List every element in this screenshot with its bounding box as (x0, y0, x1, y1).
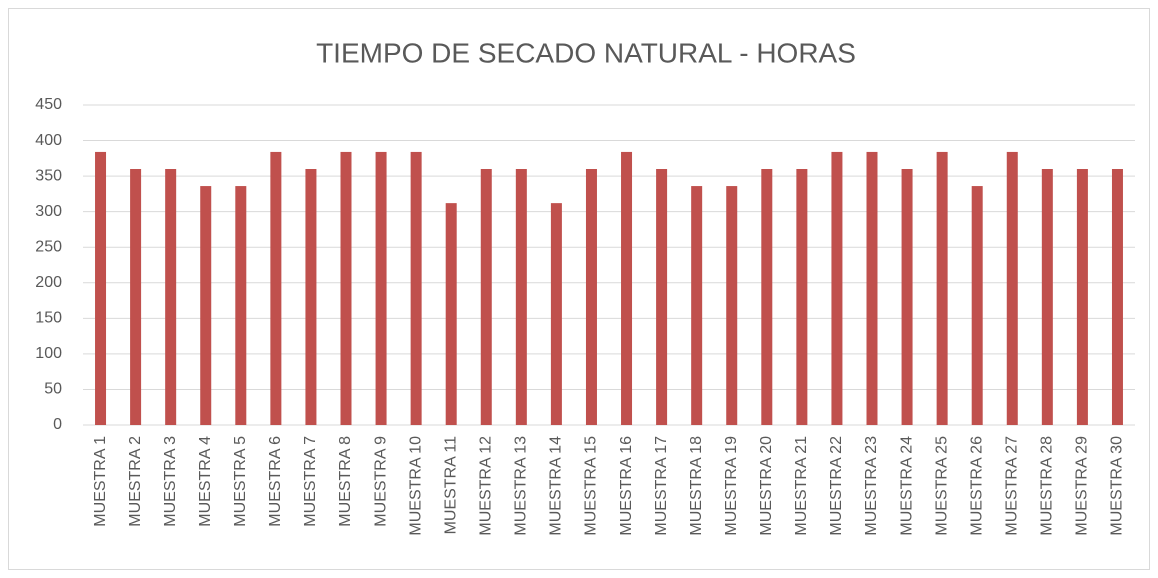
bar (936, 151, 948, 425)
x-tick-label: MUESTRA 10 (407, 436, 424, 536)
bar (445, 203, 457, 425)
y-tick-label: 400 (35, 132, 62, 149)
y-tick-label: 350 (35, 167, 62, 184)
bar (1041, 169, 1053, 425)
y-tick-label: 150 (35, 310, 62, 327)
x-tick-label: MUESTRA 5 (232, 436, 249, 527)
y-tick-label: 300 (35, 203, 62, 220)
x-tick-label: MUESTRA 18 (688, 436, 705, 536)
x-tick-label: MUESTRA 9 (372, 436, 389, 527)
x-tick-label: MUESTRA 3 (162, 436, 179, 527)
bar (410, 151, 422, 425)
bar (656, 169, 668, 425)
bar (901, 169, 913, 425)
x-tick-label: MUESTRA 21 (793, 436, 810, 536)
y-tick-label: 50 (44, 381, 62, 398)
x-tick-label: MUESTRA 14 (548, 436, 565, 536)
bar (165, 169, 177, 425)
bar (1111, 169, 1123, 425)
x-tick-label: MUESTRA 15 (583, 436, 600, 536)
y-tick-label: 100 (35, 345, 62, 362)
y-tick-label: 250 (35, 238, 62, 255)
x-tick-label: MUESTRA 4 (197, 436, 214, 527)
x-tick-label: MUESTRA 27 (1003, 436, 1020, 536)
y-tick-label: 0 (53, 416, 62, 433)
x-tick-label: MUESTRA 19 (723, 436, 740, 536)
x-tick-label: MUESTRA 24 (898, 436, 915, 536)
x-tick-label: MUESTRA 2 (127, 436, 144, 527)
bar (866, 151, 878, 425)
x-tick-label: MUESTRA 28 (1039, 436, 1056, 536)
x-tick-label: MUESTRA 26 (968, 436, 985, 536)
bar (971, 186, 983, 425)
bar (726, 186, 738, 425)
x-tick-label: MUESTRA 29 (1074, 436, 1091, 536)
x-tick-label: MUESTRA 13 (513, 436, 530, 536)
bar (95, 151, 107, 425)
bar (375, 151, 387, 425)
y-tick-label: 450 (35, 96, 62, 113)
bar (550, 203, 562, 425)
bar (130, 169, 142, 425)
bar (585, 169, 597, 425)
bar (691, 186, 703, 425)
chart-title: TIEMPO DE SECADO NATURAL - HORAS (316, 37, 856, 68)
x-tick-label: MUESTRA 8 (337, 436, 354, 527)
chart-border (8, 8, 1150, 570)
bar (796, 169, 808, 425)
y-tick-label: 200 (35, 274, 62, 291)
x-tick-label: MUESTRA 23 (863, 436, 880, 536)
bar (1076, 169, 1088, 425)
x-tick-label: MUESTRA 22 (828, 436, 845, 536)
bar (270, 151, 282, 425)
x-tick-label: MUESTRA 11 (442, 436, 459, 535)
x-tick-label: MUESTRA 6 (267, 436, 284, 527)
x-tick-label: MUESTRA 30 (1109, 436, 1126, 536)
bar (515, 169, 527, 425)
bar (480, 169, 492, 425)
bar (305, 169, 317, 425)
bar (200, 186, 212, 425)
bar (761, 169, 773, 425)
bar (340, 151, 352, 425)
bar (831, 151, 843, 425)
bar (1006, 151, 1018, 425)
x-tick-label: MUESTRA 20 (758, 436, 775, 536)
x-tick-label: MUESTRA 7 (302, 436, 319, 527)
bar (621, 151, 633, 425)
x-tick-label: MUESTRA 17 (653, 436, 670, 536)
x-tick-label: MUESTRA 25 (933, 436, 950, 536)
bar (235, 186, 247, 425)
x-tick-label: MUESTRA 12 (477, 436, 494, 536)
x-tick-label: MUESTRA 1 (92, 436, 109, 527)
x-tick-label: MUESTRA 16 (618, 436, 635, 536)
